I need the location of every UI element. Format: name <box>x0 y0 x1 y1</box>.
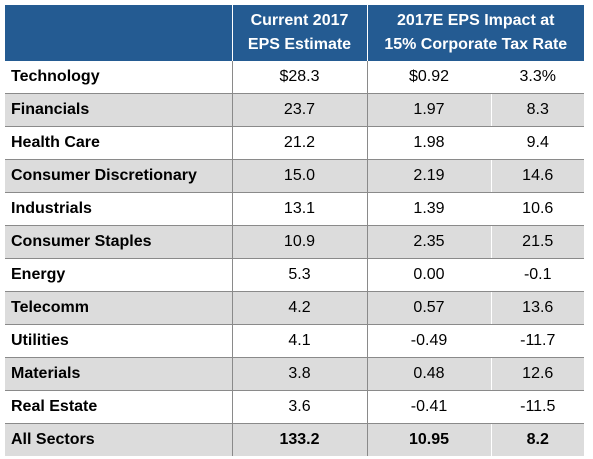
sector-cell: Telecomm <box>5 291 232 325</box>
sector-cell: Real Estate <box>5 390 232 424</box>
eps-estimate-cell: 23.7 <box>231 93 368 127</box>
sector-cell: Health Care <box>5 126 232 160</box>
sector-cell: Energy <box>5 258 232 292</box>
header-eps-impact-line1: 2017E EPS Impact at <box>397 12 555 29</box>
eps-impact-cell: $0.92 <box>367 61 492 94</box>
sector-cell: Consumer Discretionary <box>5 159 232 193</box>
eps-impact-percent-cell: 10.6 <box>491 192 584 226</box>
eps-impact-cell: 1.97 <box>367 93 492 127</box>
table-header: Current 2017 EPS Estimate 2017E EPS Impa… <box>5 5 584 61</box>
eps-impact-cell: 2.35 <box>367 225 492 259</box>
table-row: Consumer Discretionary 15.0 2.19 14.6 <box>5 159 584 193</box>
header-eps-impact: 2017E EPS Impact at 15% Corporate Tax Ra… <box>367 5 584 61</box>
table-row: Health Care 21.2 1.98 9.4 <box>5 126 584 160</box>
eps-impact-cell: 0.57 <box>367 291 492 325</box>
eps-impact-cell: 1.98 <box>367 126 492 160</box>
eps-impact-cell: 1.39 <box>367 192 492 226</box>
table-row: Financials 23.7 1.97 8.3 <box>5 93 584 127</box>
eps-estimate-cell: 3.8 <box>231 357 368 391</box>
eps-impact-cell: -0.41 <box>367 390 492 424</box>
eps-impact-cell: 0.48 <box>367 357 492 391</box>
eps-estimate-cell: 13.1 <box>231 192 368 226</box>
sector-cell: Consumer Staples <box>5 225 232 259</box>
eps-estimate-cell: 10.9 <box>231 225 368 259</box>
sector-cell: All Sectors <box>5 423 232 456</box>
eps-impact-cell: 10.95 <box>367 423 492 456</box>
sector-cell: Utilities <box>5 324 232 358</box>
table-body: Technology $28.3 $0.92 3.3% Financials 23.7 1.… <box>5 61 584 456</box>
table-row: Energy 5.3 0.00 -0.1 <box>5 258 584 292</box>
table-row: Telecomm 4.2 0.57 13.6 <box>5 291 584 325</box>
eps-estimate-cell: 4.1 <box>231 324 368 358</box>
eps-impact-percent-cell: 8.3 <box>491 93 584 127</box>
eps-estimate-cell: 5.3 <box>231 258 368 292</box>
header-blank-cell <box>5 5 232 61</box>
eps-estimate-cell: 4.2 <box>231 291 368 325</box>
sector-cell: Industrials <box>5 192 232 226</box>
eps-estimate-cell: 15.0 <box>231 159 368 193</box>
eps-impact-percent-cell: -0.1 <box>491 258 584 292</box>
eps-impact-percent-cell: 21.5 <box>491 225 584 259</box>
eps-impact-percent-cell: -11.5 <box>491 390 584 424</box>
table-row: Industrials 13.1 1.39 10.6 <box>5 192 584 226</box>
eps-estimate-cell: $28.3 <box>231 61 368 94</box>
table-row: Technology $28.3 $0.92 3.3% <box>5 61 584 94</box>
eps-impact-table: Current 2017 EPS Estimate 2017E EPS Impa… <box>5 5 584 456</box>
eps-impact-cell: -0.49 <box>367 324 492 358</box>
eps-impact-percent-cell: 14.6 <box>491 159 584 193</box>
header-current-eps-line1: Current 2017 <box>250 12 349 29</box>
eps-impact-percent-cell: 13.6 <box>491 291 584 325</box>
eps-impact-percent-cell: 8.2 <box>491 423 584 456</box>
eps-impact-percent-cell: -11.7 <box>491 324 584 358</box>
eps-impact-cell: 2.19 <box>367 159 492 193</box>
header-current-eps-line2: EPS Estimate <box>247 36 352 53</box>
eps-impact-percent-cell: 9.4 <box>491 126 584 160</box>
eps-estimate-cell: 21.2 <box>231 126 368 160</box>
header-current-eps: Current 2017 EPS Estimate <box>231 5 368 61</box>
eps-estimate-cell: 133.2 <box>231 423 368 456</box>
eps-impact-percent-cell: 3.3% <box>491 61 584 94</box>
eps-impact-cell: 0.00 <box>367 258 492 292</box>
sector-cell: Materials <box>5 357 232 391</box>
eps-estimate-cell: 3.6 <box>231 390 368 424</box>
table-row: All Sectors 133.2 10.95 8.2 <box>5 423 584 456</box>
table-row: Real Estate 3.6 -0.41 -11.5 <box>5 390 584 424</box>
sector-cell: Financials <box>5 93 232 127</box>
sector-cell: Technology <box>5 61 232 94</box>
table-row: Consumer Staples 10.9 2.35 21.5 <box>5 225 584 259</box>
table-row: Utilities 4.1 -0.49 -11.7 <box>5 324 584 358</box>
table-row: Materials 3.8 0.48 12.6 <box>5 357 584 391</box>
eps-impact-percent-cell: 12.6 <box>491 357 584 391</box>
header-eps-impact-line2: 15% Corporate Tax Rate <box>384 36 568 53</box>
